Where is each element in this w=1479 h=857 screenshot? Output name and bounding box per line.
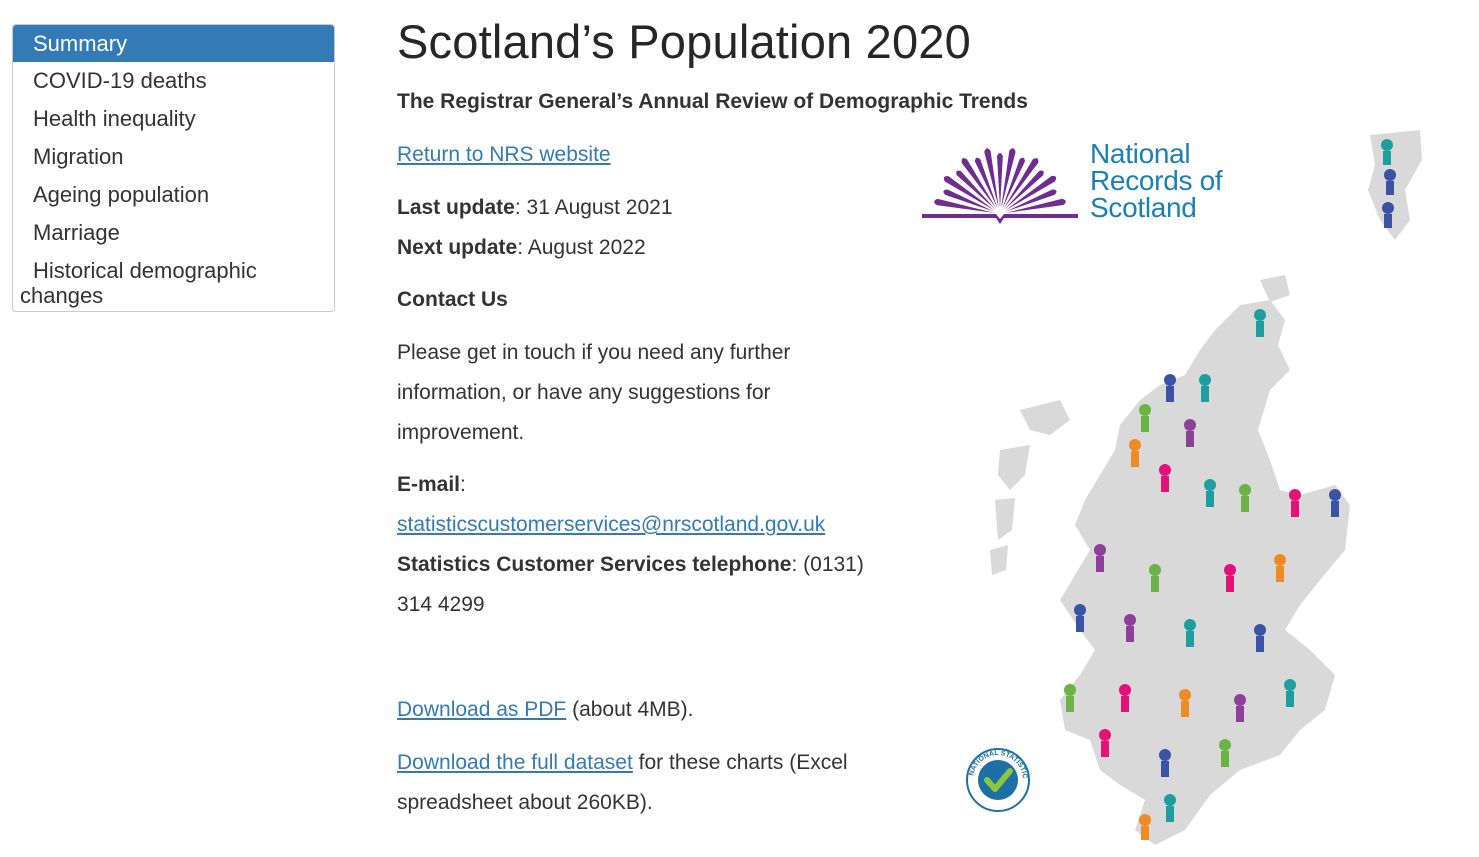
contact-heading-text: Contact Us — [397, 288, 508, 311]
contact-text-line-3: improvement. — [397, 421, 525, 444]
email-colon: : — [460, 473, 466, 496]
pdf-row: Download as PDF (about 4MB). — [397, 698, 693, 722]
pdf-size-note: (about 4MB). — [566, 698, 694, 721]
contact-text-line-1: Please get in touch if you need any furt… — [397, 341, 791, 364]
next-update-value: : August 2022 — [517, 236, 646, 259]
last-update-value: : 31 August 2021 — [514, 196, 673, 219]
next-update: Next update: August 2022 — [397, 236, 646, 260]
national-statistics-badge-icon: NATIONAL STATISTICS — [965, 747, 1030, 812]
phone-label: Statistics Customer Services telephone — [397, 553, 792, 576]
nrs-logo: National Records of Scotland — [918, 130, 1238, 226]
logo-line-2: Records of — [1090, 165, 1223, 196]
sidebar-item-migration[interactable]: Migration — [33, 144, 124, 169]
sidebar-nav: Summary COVID-19 deaths Health inequalit… — [12, 24, 335, 312]
dataset-row: Download the full dataset for these char… — [397, 751, 848, 775]
sidebar-item-covid-19-deaths[interactable]: COVID-19 deaths — [33, 68, 207, 93]
page-title: Scotland’s Population 2020 — [397, 15, 971, 68]
sidebar-item-ageing-population[interactable]: Ageing population — [33, 182, 210, 207]
sidebar-item-summary[interactable]: Summary — [13, 25, 334, 62]
download-dataset-link[interactable]: Download the full dataset — [397, 751, 633, 774]
phone-row: Statistics Customer Services telephone: … — [397, 553, 864, 577]
phone-value-1: : (0131) — [791, 553, 864, 576]
email-label: E-mail — [397, 473, 461, 496]
contact-heading: Contact Us — [397, 288, 508, 312]
scotland-map-illustration — [990, 130, 1422, 845]
last-update-label: Last update — [397, 196, 515, 219]
page-subtitle: The Registrar General’s Annual Review of… — [397, 90, 1028, 113]
dataset-note-2: spreadsheet about 260KB). — [397, 791, 653, 814]
return-to-nrs-link[interactable]: Return to NRS website — [397, 143, 611, 166]
last-update: Last update: 31 August 2021 — [397, 196, 673, 220]
people-figures — [1064, 139, 1396, 840]
open-book-icon — [922, 148, 1078, 224]
email-row: statisticscustomerservices@nrscotland.go… — [397, 513, 825, 537]
email-link[interactable]: statisticscustomerservices@nrscotland.go… — [397, 513, 826, 536]
logo-line-1: National — [1090, 138, 1191, 169]
download-pdf-link[interactable]: Download as PDF — [397, 698, 567, 721]
sidebar-item-health-inequality[interactable]: Health inequality — [33, 106, 196, 131]
logo-line-3: Scotland — [1090, 192, 1197, 223]
next-update-label: Next update — [397, 236, 518, 259]
return-link-row: Return to NRS website — [397, 143, 611, 167]
contact-text-line-2: information, or have any suggestions for — [397, 381, 771, 404]
sidebar-item-marriage[interactable]: Marriage — [33, 220, 120, 245]
dataset-note-1: for these charts (Excel — [632, 751, 848, 774]
phone-value-2: 314 4299 — [397, 593, 485, 616]
email-label-row: E-mail: — [397, 473, 466, 497]
sidebar-item-historical-demographic-changes[interactable]: Historical demographic changes — [20, 258, 257, 308]
